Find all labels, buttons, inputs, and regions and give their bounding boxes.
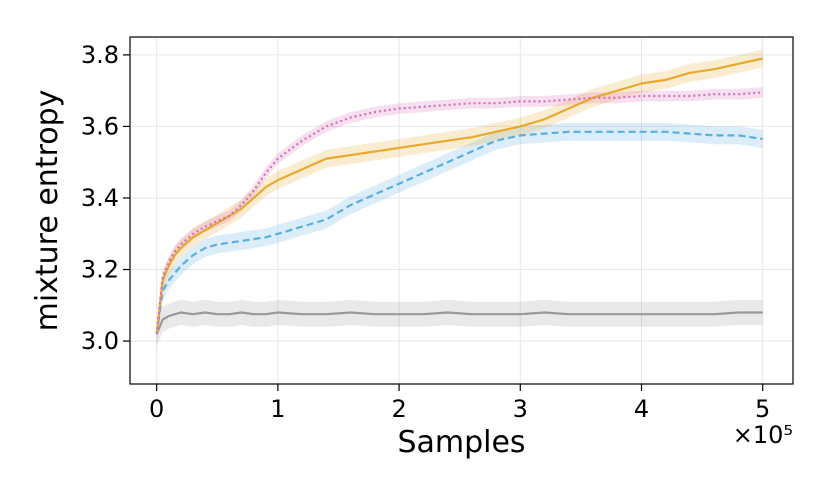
x-axis-label: Samples bbox=[397, 425, 525, 460]
y-tick-label: 3.2 bbox=[81, 256, 119, 284]
series-0-band bbox=[156, 299, 763, 347]
y-tick-label: 3.6 bbox=[81, 112, 119, 140]
y-tick-label: 3.8 bbox=[81, 41, 119, 69]
x-axis-ticks: 0 1 2 3 4 5 bbox=[149, 384, 770, 423]
y-tick-label: 3.0 bbox=[81, 327, 119, 355]
x-tick-label: 2 bbox=[391, 395, 406, 423]
x-tick-label: 4 bbox=[634, 395, 649, 423]
x-tick-label: 3 bbox=[513, 395, 528, 423]
x-tick-label: 5 bbox=[755, 395, 770, 423]
x-tick-label: 1 bbox=[270, 395, 285, 423]
plot-frame bbox=[129, 36, 794, 385]
x-axis-offset-label: ×10⁵ bbox=[733, 421, 793, 449]
y-axis-label: mixture entropy bbox=[30, 90, 65, 332]
grid-lines bbox=[130, 37, 793, 384]
y-tick-label: 3.4 bbox=[81, 184, 119, 212]
series-lines bbox=[155, 57, 763, 335]
y-axis-ticks: 3.0 3.2 3.4 3.6 3.8 bbox=[81, 41, 130, 355]
series-2-band bbox=[156, 49, 763, 343]
series-1-line bbox=[155, 130, 763, 335]
x-tick-label: 0 bbox=[149, 395, 164, 423]
series-3-line bbox=[155, 91, 763, 335]
series-2-line bbox=[155, 57, 763, 335]
series-0-line bbox=[155, 311, 763, 335]
